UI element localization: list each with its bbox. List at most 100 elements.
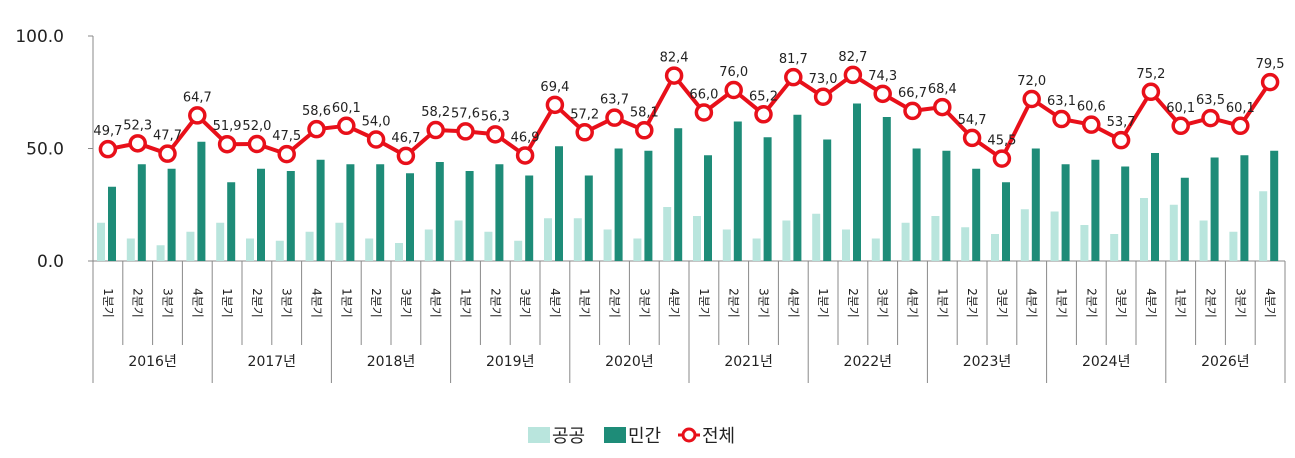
bar-private	[1031, 148, 1040, 261]
bar-public	[97, 222, 105, 261]
bar-private	[793, 114, 802, 261]
bar-private	[584, 175, 593, 261]
quarter-label: 3분기	[518, 288, 532, 318]
quarter-label: 4분기	[310, 288, 324, 318]
bar-private	[346, 164, 355, 261]
bar-public	[991, 234, 999, 261]
legend-total-label: 전체	[702, 426, 735, 447]
data-label-total: 66,7	[898, 86, 927, 101]
bar-public	[961, 227, 970, 261]
data-label-total: 64,7	[183, 90, 212, 105]
quarter-label: 3분기	[280, 288, 294, 318]
year-label: 2020년	[605, 354, 654, 370]
total-marker	[456, 122, 475, 141]
bar-private	[1121, 166, 1130, 261]
quarter-label: 1분기	[1055, 288, 1069, 318]
bar-public	[1229, 231, 1238, 261]
bar-public	[1050, 211, 1059, 261]
xaxis-layer: 1분기 2분기 3분기 4분기 1분기 2분기 3분기 4분기 1분기 2분기 3분기 4분기 1분기 2…	[92, 261, 1286, 383]
legend-public-label: 공공	[552, 426, 585, 447]
bar-private	[406, 173, 414, 261]
y-tick-label: 50.0	[26, 140, 64, 160]
total-marker	[128, 134, 147, 153]
data-label-total: 72,0	[1017, 74, 1046, 89]
total-marker	[1260, 72, 1280, 92]
bar-private	[1240, 155, 1249, 261]
bar-public	[871, 238, 880, 261]
quarter-label: 4분기	[906, 288, 920, 318]
bar-public	[156, 245, 165, 261]
quarter-label: 3분기	[995, 288, 1009, 318]
bar-private	[614, 148, 623, 261]
data-label-total: 58,1	[630, 105, 659, 120]
total-marker	[664, 66, 684, 85]
bar-private	[465, 171, 474, 261]
total-marker	[247, 134, 267, 154]
year-label: 2024년	[1082, 354, 1131, 370]
quarter-label: 4분기	[786, 288, 800, 318]
bar-public	[514, 240, 523, 261]
bar-private	[286, 171, 295, 261]
bar-public	[275, 240, 284, 261]
total-marker	[337, 116, 356, 136]
total-marker	[158, 144, 177, 163]
data-label-total: 54,7	[958, 113, 987, 128]
total-marker	[694, 103, 714, 122]
bar-private	[823, 139, 832, 261]
quarter-label: 1분기	[935, 288, 949, 318]
bar-private	[942, 150, 951, 261]
bar-public	[395, 243, 403, 261]
line-layer	[98, 65, 1280, 168]
total-marker	[98, 139, 118, 159]
quarter-label: 2분기	[608, 288, 622, 318]
data-label-total: 63,1	[1047, 94, 1076, 109]
quarter-label: 4분기	[1263, 288, 1277, 318]
bar-private	[197, 141, 206, 261]
total-marker	[277, 144, 296, 164]
quarter-label: 1분기	[459, 288, 473, 318]
quarter-label: 1분기	[697, 288, 711, 318]
total-marker	[1171, 116, 1190, 136]
y-tick-label: 0.0	[37, 252, 64, 272]
data-label-total: 58,2	[421, 105, 450, 120]
year-label: 2018년	[367, 354, 416, 370]
total-marker	[1111, 130, 1131, 150]
bar-public	[484, 231, 493, 261]
total-marker	[575, 123, 594, 142]
quarter-label: 4분기	[429, 288, 443, 318]
data-label-total: 68,4	[928, 82, 957, 97]
bar-private	[1061, 164, 1070, 261]
total-line	[107, 72, 1272, 161]
year-label: 2021년	[724, 354, 773, 370]
bar-public	[693, 216, 701, 261]
bar-private	[1180, 177, 1189, 261]
quarter-label: 3분기	[876, 288, 890, 318]
year-label: 2017년	[248, 354, 297, 370]
quarter-label: 1분기	[1174, 288, 1188, 318]
total-marker	[188, 106, 207, 125]
data-label-total: 54,0	[362, 115, 391, 130]
data-label-total: 63,7	[600, 93, 629, 108]
bar-private	[167, 168, 176, 261]
bar-public	[424, 229, 433, 261]
quarter-label: 3분기	[1114, 288, 1128, 318]
total-marker	[217, 134, 237, 154]
data-label-total: 66,0	[689, 88, 718, 103]
data-label-total: 81,7	[779, 52, 808, 67]
bar-private	[137, 164, 146, 261]
data-label-total: 75,2	[1136, 67, 1165, 82]
data-label-total: 60,6	[1077, 100, 1106, 115]
bar-public	[752, 238, 761, 261]
data-label-total: 79,5	[1256, 57, 1285, 72]
quarter-label: 3분기	[637, 288, 651, 318]
bar-public	[722, 229, 731, 261]
total-marker	[307, 119, 326, 139]
bar-public	[126, 238, 135, 261]
total-marker	[992, 149, 1012, 168]
total-marker	[1082, 115, 1101, 134]
data-label-total: 46,7	[391, 131, 420, 146]
quarter-label: 4분기	[667, 288, 681, 318]
total-marker	[903, 101, 922, 121]
quarter-label: 4분기	[548, 288, 562, 318]
